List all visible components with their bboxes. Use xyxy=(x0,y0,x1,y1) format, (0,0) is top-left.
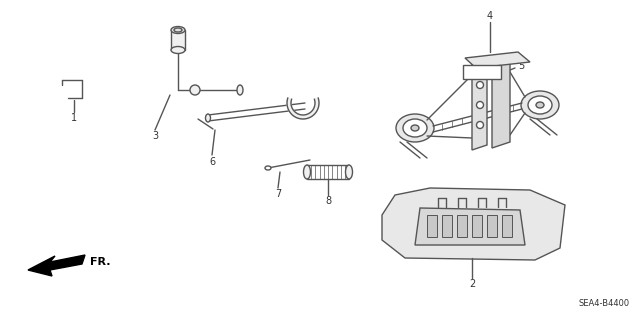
Ellipse shape xyxy=(237,85,243,95)
Text: SEA4-B4400: SEA4-B4400 xyxy=(579,299,630,308)
Polygon shape xyxy=(382,188,565,260)
Text: 2: 2 xyxy=(469,279,475,289)
Ellipse shape xyxy=(403,119,427,137)
Ellipse shape xyxy=(171,26,185,33)
Circle shape xyxy=(477,81,483,88)
Bar xyxy=(472,215,482,237)
Ellipse shape xyxy=(411,125,419,131)
Text: 8: 8 xyxy=(325,196,331,206)
Text: 4: 4 xyxy=(487,11,493,21)
Text: 3: 3 xyxy=(152,131,158,141)
Text: FR.: FR. xyxy=(90,257,111,267)
Bar xyxy=(487,215,497,237)
Ellipse shape xyxy=(396,114,434,142)
Bar xyxy=(442,215,452,237)
Text: 5: 5 xyxy=(518,61,524,71)
Polygon shape xyxy=(28,255,85,276)
Bar xyxy=(171,30,185,50)
Ellipse shape xyxy=(265,166,271,170)
Text: 7: 7 xyxy=(275,189,281,199)
Polygon shape xyxy=(492,62,510,148)
Ellipse shape xyxy=(521,91,559,119)
Circle shape xyxy=(190,85,200,95)
Bar xyxy=(463,65,501,79)
Polygon shape xyxy=(415,208,525,245)
Bar xyxy=(427,215,437,237)
Polygon shape xyxy=(287,98,319,119)
Text: 1: 1 xyxy=(71,113,77,123)
Ellipse shape xyxy=(171,47,185,54)
Ellipse shape xyxy=(346,165,353,179)
Bar xyxy=(457,215,467,237)
Polygon shape xyxy=(465,52,530,68)
Text: 6: 6 xyxy=(209,157,215,167)
Ellipse shape xyxy=(205,114,211,122)
Bar xyxy=(307,165,349,179)
Circle shape xyxy=(477,122,483,129)
Ellipse shape xyxy=(303,165,310,179)
Polygon shape xyxy=(472,58,487,150)
Ellipse shape xyxy=(528,96,552,114)
Circle shape xyxy=(477,101,483,108)
Ellipse shape xyxy=(536,102,544,108)
Bar xyxy=(502,215,512,237)
